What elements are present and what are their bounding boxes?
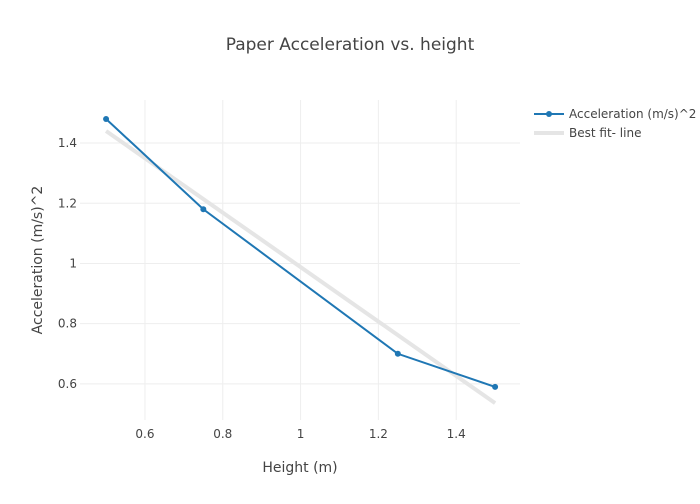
y-tick-label: 1.4 bbox=[58, 136, 77, 150]
data-point bbox=[103, 115, 110, 122]
data-point bbox=[394, 350, 401, 357]
legend[interactable]: Acceleration (m/s)^2 Best fit- line bbox=[534, 107, 696, 140]
grid bbox=[80, 100, 520, 420]
chart-title: Paper Acceleration vs. height bbox=[226, 35, 475, 55]
best-fit-line bbox=[104, 129, 497, 405]
y-tick-label: 1 bbox=[69, 256, 77, 270]
x-tick-label: 1.4 bbox=[447, 427, 466, 441]
legend-marker bbox=[546, 111, 552, 117]
y-tick-label: 0.8 bbox=[58, 317, 77, 331]
data-point bbox=[492, 383, 499, 390]
x-tick-label: 1 bbox=[297, 427, 305, 441]
tick-labels: 0.6 0.8 1 1.2 1.4 0.6 0.8 1 1.2 1.4 bbox=[58, 136, 466, 441]
x-tick-label: 0.8 bbox=[213, 427, 232, 441]
y-tick-label: 0.6 bbox=[58, 377, 77, 391]
legend-label: Acceleration (m/s)^2 bbox=[569, 107, 696, 121]
plot-area bbox=[103, 115, 499, 405]
y-axis-label: Acceleration (m/s)^2 bbox=[30, 186, 46, 335]
data-point bbox=[200, 206, 207, 213]
x-tick-label: 0.6 bbox=[135, 427, 154, 441]
y-tick-label: 1.2 bbox=[58, 196, 77, 210]
acceleration-line bbox=[105, 118, 496, 388]
legend-label: Best fit- line bbox=[569, 126, 641, 140]
x-axis-label: Height (m) bbox=[262, 460, 337, 476]
x-tick-label: 1.2 bbox=[369, 427, 388, 441]
